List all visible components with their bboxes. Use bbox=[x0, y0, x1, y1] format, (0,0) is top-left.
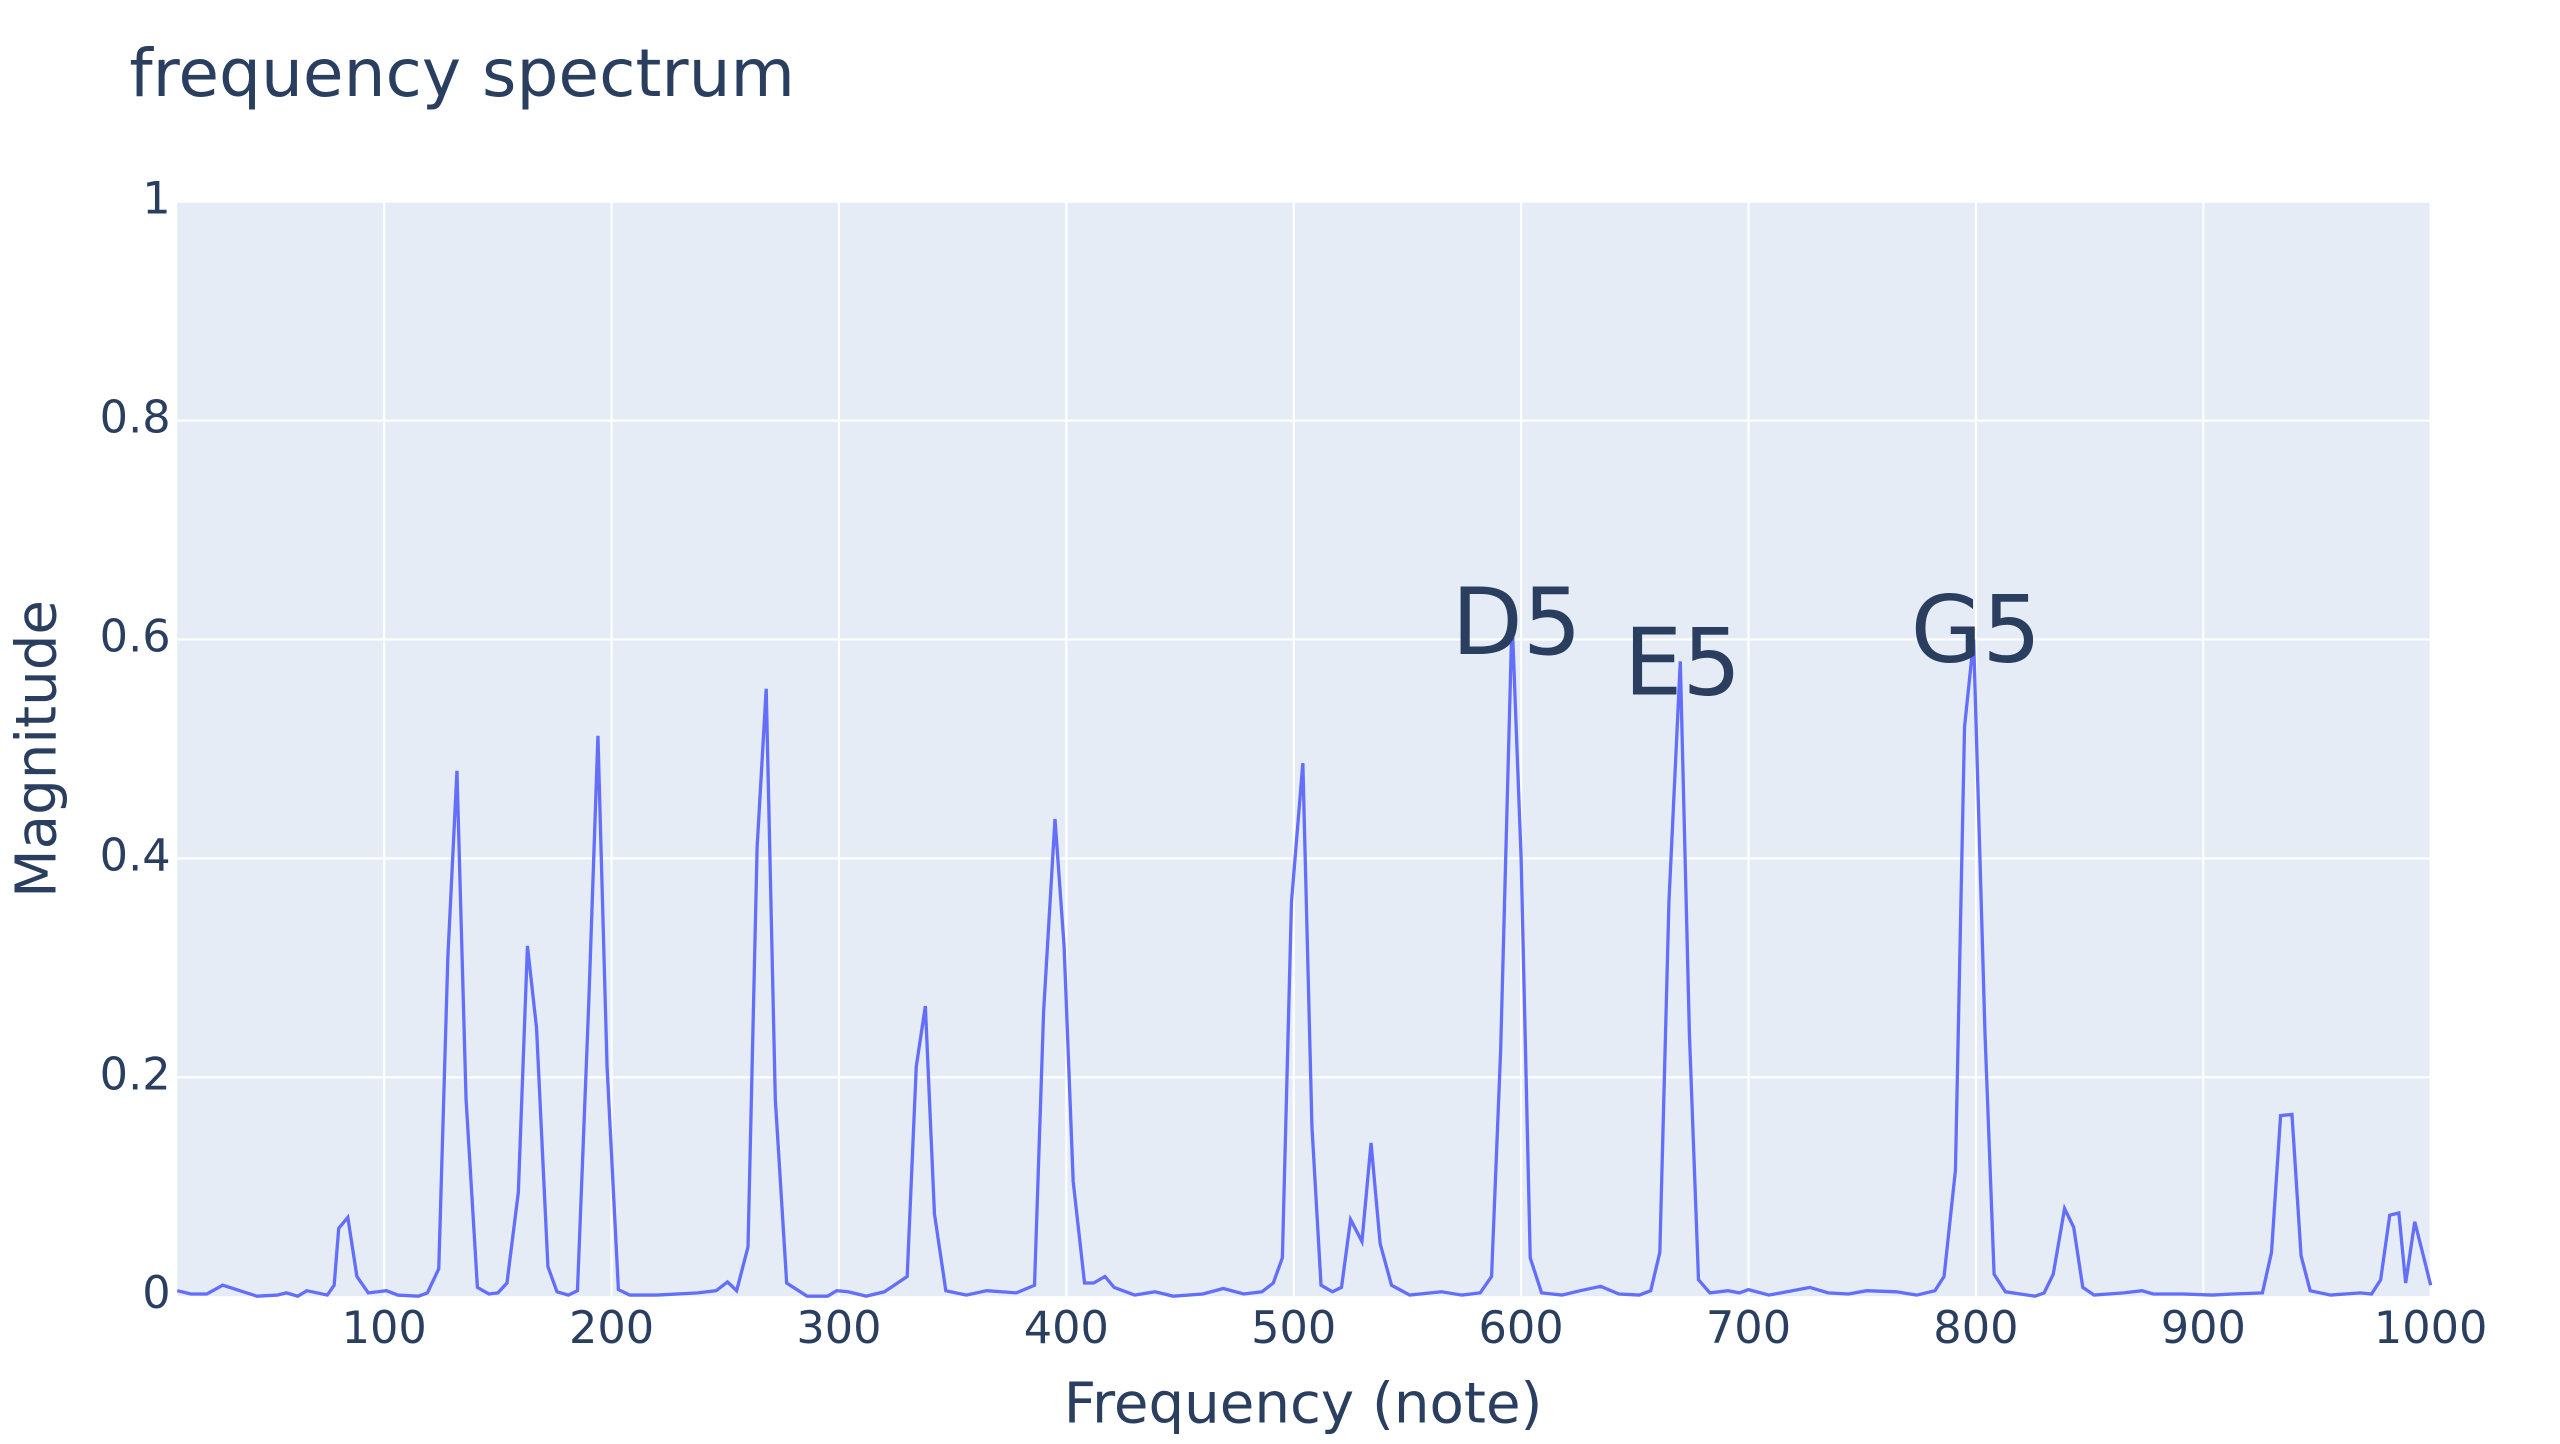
x-tick-label: 100 bbox=[342, 1302, 427, 1354]
x-tick-label: 700 bbox=[1706, 1302, 1791, 1354]
y-tick-label: 0 bbox=[142, 1267, 170, 1319]
y-tick-label: 0.8 bbox=[100, 392, 171, 444]
chart-title: frequency spectrum bbox=[129, 35, 795, 112]
y-tick-label: 1 bbox=[142, 173, 170, 225]
plot-area bbox=[177, 201, 2431, 1297]
x-tick-label: 400 bbox=[1024, 1302, 1109, 1354]
y-axis-title: Magnitude bbox=[5, 600, 70, 898]
annotation: G5 bbox=[1911, 576, 2042, 684]
annotation: E5 bbox=[1624, 608, 1741, 716]
y-tick-label: 0.2 bbox=[100, 1048, 171, 1100]
x-tick-label: 600 bbox=[1479, 1302, 1564, 1354]
x-tick-label: 900 bbox=[2161, 1302, 2246, 1354]
spectrum-line bbox=[176, 617, 2433, 1298]
annotation: D5 bbox=[1451, 568, 1581, 676]
x-axis-title: Frequency (note) bbox=[1064, 1372, 1543, 1437]
y-tick-label: 0.4 bbox=[100, 829, 171, 881]
x-tick-label: 1000 bbox=[2374, 1302, 2488, 1354]
x-tick-label: 800 bbox=[1933, 1302, 2018, 1354]
x-tick-label: 200 bbox=[569, 1302, 654, 1354]
x-tick-label: 500 bbox=[1251, 1302, 1336, 1354]
x-tick-label: 300 bbox=[796, 1302, 881, 1354]
y-tick-label: 0.6 bbox=[100, 610, 171, 662]
